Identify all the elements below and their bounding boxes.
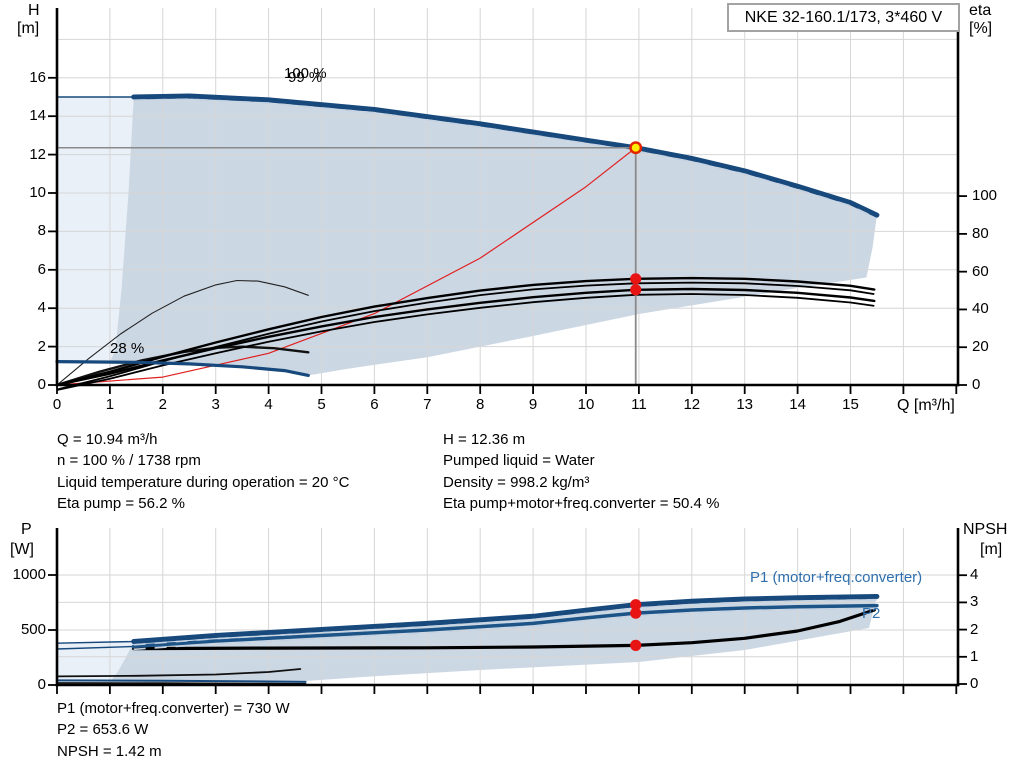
axis-tick-label: 8 bbox=[37, 222, 46, 240]
pump-type-title: NKE 32-160.1/173, 3*460 V bbox=[744, 8, 943, 26]
axis-tick-label: 0 bbox=[52, 396, 62, 413]
top-right-axis-title: eta bbox=[969, 2, 992, 19]
speed-label-99pct: 99 % bbox=[288, 69, 323, 86]
bottom-right-axis-title: NPSH bbox=[963, 521, 1008, 538]
axis-tick-label: 2 bbox=[158, 396, 167, 413]
axis-tick-label: 7 bbox=[423, 396, 432, 413]
axis-tick-label: 6 bbox=[370, 396, 379, 413]
info-eta-total: Eta pump+motor+freq.converter = 50.4 % bbox=[443, 495, 720, 512]
info-head: H = 12.36 m bbox=[443, 431, 526, 448]
axis-tick-label: 8 bbox=[476, 396, 485, 413]
pump-type-title-box: NKE 32-160.1/173, 3*460 V bbox=[727, 3, 960, 32]
axis-tick-label: 14 bbox=[29, 107, 46, 125]
top-left-axis-title: H bbox=[28, 2, 40, 19]
axis-tick-label: 0 bbox=[970, 675, 979, 692]
axis-tick-label: 0 bbox=[972, 376, 981, 393]
axis-tick-label: 9 bbox=[528, 396, 538, 413]
info-eta-pump: Eta pump = 56.2 % bbox=[57, 495, 185, 512]
axis-tick-label: 11 bbox=[631, 396, 647, 413]
axis-tick-label: 14 bbox=[789, 396, 806, 413]
axis-tick-label: 2 bbox=[37, 337, 46, 355]
x-axis-title: Q [m³/h] bbox=[897, 397, 955, 414]
result-p1: P1 (motor+freq.converter) = 730 W bbox=[57, 700, 290, 717]
axis-tick-label: 15 bbox=[842, 396, 859, 413]
axis-tick-label: 100 bbox=[972, 187, 998, 205]
axis-tick-label: 5 bbox=[317, 396, 326, 413]
axis-tick-label: 12 bbox=[683, 396, 701, 413]
info-density: Density = 998.2 kg/m³ bbox=[443, 474, 590, 491]
axis-tick-label: 500 bbox=[20, 621, 46, 638]
speed-label-28pct: 28 % bbox=[110, 340, 145, 357]
axis-tick-label: 3 bbox=[970, 593, 979, 611]
axis-tick-label: 10 bbox=[29, 184, 46, 201]
axis-tick-label: 3 bbox=[211, 396, 220, 413]
axis-tick-label: 0 bbox=[37, 376, 46, 393]
top-right-axis-unit: [%] bbox=[969, 20, 993, 37]
p1-curve-label: P1 (motor+freq.converter) bbox=[750, 569, 923, 586]
axis-tick-label: 80 bbox=[972, 224, 989, 242]
axis-tick-label: 10 bbox=[577, 396, 595, 413]
axis-tick-label: 6 bbox=[37, 260, 46, 278]
axis-tick-label: 1 bbox=[105, 396, 115, 413]
p2-curve-label: P2 bbox=[862, 605, 881, 622]
axis-tick-label: 13 bbox=[736, 396, 754, 413]
axis-tick-label: 12 bbox=[29, 145, 46, 163]
axis-tick-label: 40 bbox=[972, 300, 989, 318]
axis-tick-label: 16 bbox=[29, 68, 46, 86]
bottom-left-axis-title: P bbox=[21, 521, 32, 538]
result-p2: P2 = 653.6 W bbox=[57, 721, 149, 738]
axis-tick-label: 4 bbox=[264, 396, 273, 413]
axis-tick-label: 20 bbox=[972, 338, 989, 356]
axis-tick-label: 1000 bbox=[12, 566, 46, 583]
axis-tick-label: 4 bbox=[970, 566, 979, 584]
info-liquid: Pumped liquid = Water bbox=[443, 452, 595, 469]
bottom-right-axis-unit: [m] bbox=[980, 541, 1003, 558]
axis-tick-label: 2 bbox=[970, 620, 979, 638]
info-q: Q = 10.94 m³/h bbox=[57, 431, 158, 448]
top-left-axis-unit: [m] bbox=[17, 20, 40, 37]
info-speed: n = 100 % / 1738 rpm bbox=[57, 452, 201, 469]
info-temperature: Liquid temperature during operation = 20… bbox=[57, 474, 350, 491]
axis-tick-label: 4 bbox=[37, 299, 46, 317]
bottom-left-axis-unit: [W] bbox=[10, 541, 34, 558]
axis-tick-label: 60 bbox=[972, 262, 989, 280]
axis-tick-label: 1 bbox=[970, 647, 979, 665]
result-npsh: NPSH = 1.42 m bbox=[57, 743, 162, 760]
speed-label-100pct: 100 % bbox=[284, 65, 327, 82]
axis-tick-label: 0 bbox=[37, 676, 46, 693]
